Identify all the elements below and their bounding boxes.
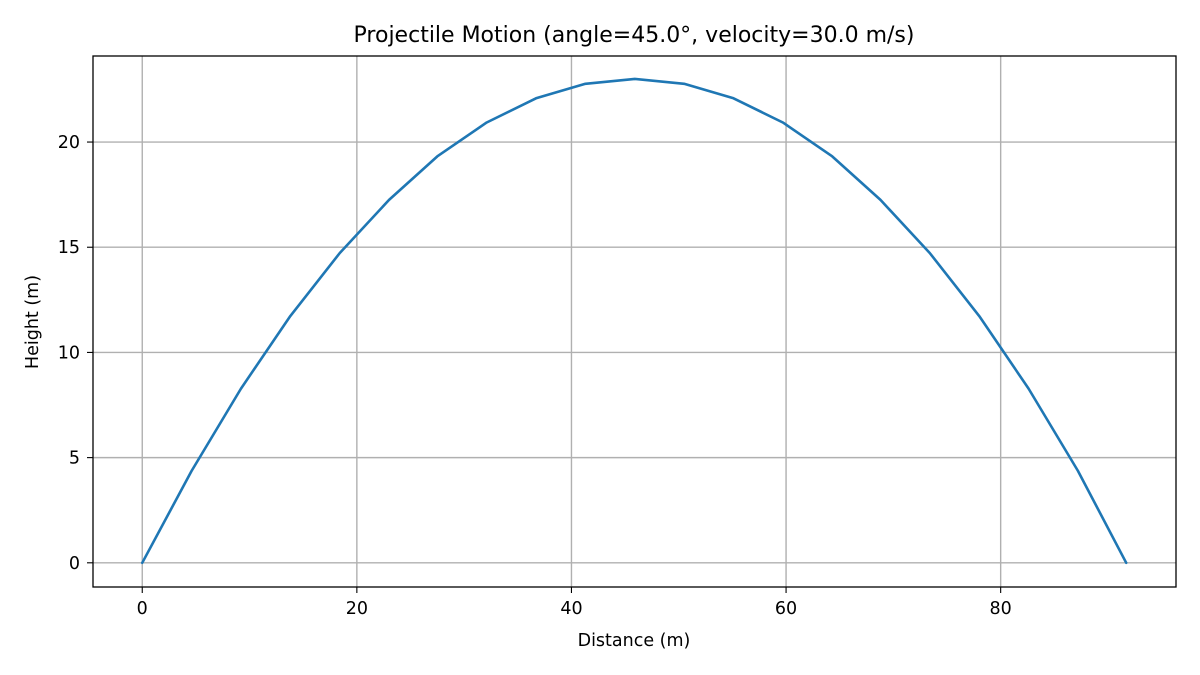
series-layer — [140, 77, 1128, 565]
plot-frame — [92, 55, 1177, 588]
y-tick-label: 20 — [58, 133, 80, 153]
x-tick-label: 60 — [775, 599, 797, 619]
y-tick-label: 5 — [69, 449, 80, 469]
y-axis-label: Height (m) — [23, 275, 43, 369]
y-tick-label: 10 — [58, 343, 80, 363]
x-tick-label: 20 — [346, 599, 368, 619]
y-tick-label: 0 — [69, 554, 80, 574]
x-tick-label: 0 — [137, 599, 148, 619]
x-tick-label: 80 — [990, 599, 1012, 619]
chart-title: Projectile Motion (angle=45.0°, velocity… — [354, 23, 915, 48]
x-axis-label: Distance (m) — [578, 631, 691, 651]
trajectory-line — [140, 77, 1128, 565]
y-tick-label: 15 — [58, 238, 80, 258]
tick-layer: 0 20 40 60 80 0 5 10 15 20 — [58, 133, 1012, 619]
x-tick-label: 40 — [560, 599, 582, 619]
grid-layer — [93, 56, 1176, 587]
